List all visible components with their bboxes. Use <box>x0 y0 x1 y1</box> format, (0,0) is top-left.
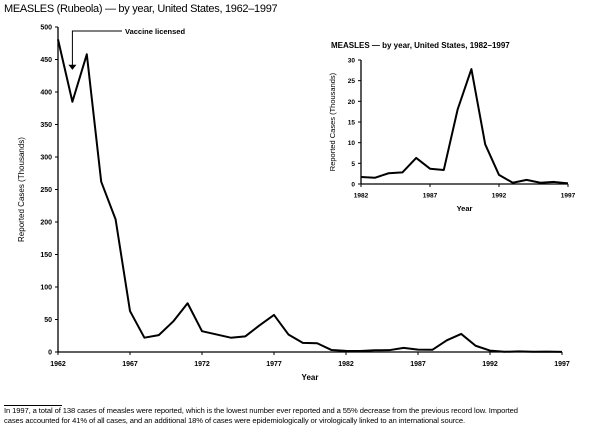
inset-x-axis-label: Year <box>457 204 473 213</box>
main-series-line <box>57 39 563 353</box>
inset-x-tick-label: 1992 <box>492 193 507 200</box>
main-y-tick-label: 200 <box>40 220 52 227</box>
inset-x-tick-label: 1982 <box>354 193 369 200</box>
main-x-tick-label: 1997 <box>554 361 570 368</box>
main-y-tick-label: 50 <box>44 317 52 324</box>
inset-x-tick-label: 1987 <box>423 193 438 200</box>
main-x-axis-label: Year <box>302 373 319 382</box>
inset-y-tick-label: 15 <box>348 120 356 127</box>
annotation-line <box>71 30 122 66</box>
main-y-tick-label: 0 <box>48 350 52 357</box>
main-y-axis-label: Reported Cases (Thousands) <box>17 137 26 242</box>
main-x-tick-label: 1977 <box>266 361 282 368</box>
main-x-tick-label: 1982 <box>338 361 354 368</box>
main-x-tick-label: 1987 <box>410 361 426 368</box>
main-x-tick-label: 1962 <box>50 361 66 368</box>
inset-y-tick-label: 20 <box>348 99 356 106</box>
main-y-tick-label: 400 <box>40 90 52 97</box>
inset-x-tick-label: 1997 <box>561 193 576 200</box>
main-y-tick-label: 350 <box>40 122 52 129</box>
footnote-rule <box>4 405 62 406</box>
main-y-tick-label: 450 <box>40 57 52 64</box>
footnote-line: cases accounted for 41% of all cases, an… <box>4 415 466 425</box>
main-y-tick-label: 500 <box>40 25 52 32</box>
main-y-tick-label: 100 <box>40 285 52 292</box>
main-y-tick-label: 300 <box>40 155 52 162</box>
footnote-line: In 1997, a total of 138 cases of measles… <box>4 406 518 415</box>
inset-y-tick-label: 25 <box>348 78 356 85</box>
main-x-tick-label: 1972 <box>194 361 210 368</box>
inset-y-tick-label: 0 <box>351 182 355 189</box>
footnote: In 1997, a total of 138 cases of measles… <box>4 406 518 425</box>
inset-y-axis-label: Reported Cases (Thousands) <box>328 72 337 171</box>
annotation-label: Vaccine licensed <box>125 27 185 36</box>
main-x-tick-label: 1967 <box>122 361 138 368</box>
inset-series-line <box>360 68 569 185</box>
inset-y-tick-label: 10 <box>348 140 356 147</box>
main-y-tick-label: 250 <box>40 187 52 194</box>
inset-y-tick-label: 30 <box>348 58 356 65</box>
inset-title: MEASLES — by year, United States, 1982–1… <box>331 41 510 50</box>
inset-y-tick-label: 5 <box>351 161 355 168</box>
main-y-tick-label: 150 <box>40 252 52 259</box>
main-x-tick-label: 1992 <box>482 361 498 368</box>
chart-title: MEASLES (Rubeola) — by year, United Stat… <box>4 3 278 15</box>
annotation-arrow <box>68 64 77 70</box>
